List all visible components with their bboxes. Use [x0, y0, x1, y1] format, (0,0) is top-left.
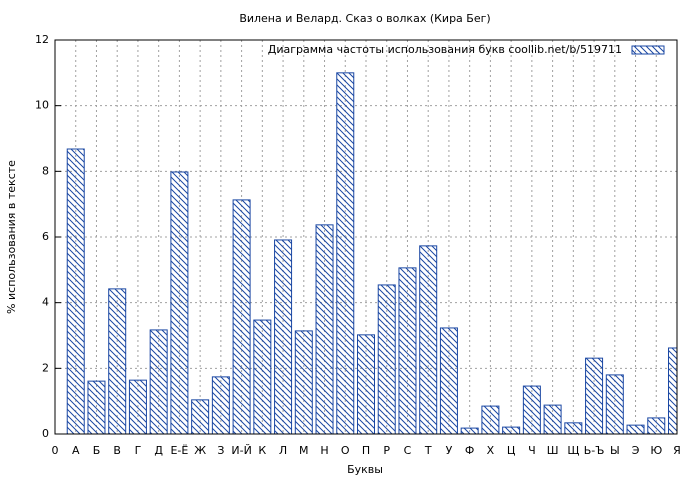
bar	[87, 380, 106, 434]
x-tick-label: К	[258, 444, 266, 457]
x-tick-label: Щ	[567, 444, 579, 457]
legend: Диаграмма частоты использования букв coo…	[268, 43, 665, 56]
bars	[66, 72, 677, 434]
x-tick-label: Ы	[610, 444, 620, 457]
y-tick-label: 0	[42, 427, 49, 440]
bar	[274, 239, 293, 434]
y-tick-label: 10	[35, 99, 49, 112]
bar	[294, 330, 313, 434]
y-axis-label: % использования в тексте	[5, 160, 18, 314]
x-tick-label: Г	[135, 444, 142, 457]
bar	[66, 148, 85, 434]
bar	[336, 72, 355, 434]
y-tick-label: 6	[42, 230, 49, 243]
x-tick-label: И-Й	[231, 444, 251, 457]
bar	[191, 399, 210, 434]
x-tick-label: Ю	[650, 444, 662, 457]
bar	[253, 319, 272, 434]
bar	[356, 334, 376, 434]
bar	[128, 379, 147, 434]
x-tick-label: 0	[52, 444, 59, 457]
x-tick-label: Р	[383, 444, 390, 457]
y-tick-label: 4	[42, 296, 49, 309]
x-tick-label: З	[217, 444, 224, 457]
bar	[315, 224, 334, 434]
bar	[232, 199, 251, 434]
bar	[502, 426, 521, 434]
x-tick-label: Х	[487, 444, 495, 457]
bar	[377, 284, 396, 434]
x-tick-label: Ф	[465, 444, 474, 457]
bar	[605, 374, 624, 434]
x-tick-label: Э	[632, 444, 640, 457]
bar	[522, 385, 541, 434]
x-tick-label: Ь-Ъ	[584, 444, 605, 457]
bar	[460, 427, 479, 434]
bar	[564, 422, 583, 434]
y-tick-label: 2	[42, 361, 49, 374]
bar	[149, 329, 168, 434]
x-tick-label: Ш	[547, 444, 559, 457]
x-tick-label: Я	[673, 444, 681, 457]
legend-label: Диаграмма частоты использования букв coo…	[268, 43, 622, 56]
x-tick-label: С	[404, 444, 412, 457]
x-tick-label: Т	[424, 444, 432, 457]
x-tick-label: Ж	[194, 444, 206, 457]
x-axis-label: Буквы	[347, 463, 383, 476]
bar	[108, 288, 127, 434]
bar	[439, 327, 458, 434]
x-tick-label: Ц	[507, 444, 516, 457]
bar	[170, 171, 189, 434]
bar	[481, 405, 500, 434]
x-tick-label: У	[446, 444, 453, 457]
x-tick-label: М	[299, 444, 309, 457]
chart-title: Вилена и Велард. Сказ о волках (Кира Бег…	[239, 12, 490, 25]
bar	[585, 357, 604, 434]
y-tick-label: 12	[35, 33, 49, 46]
bar	[398, 267, 417, 434]
x-tick-label: Д	[154, 444, 163, 457]
bar	[626, 424, 645, 434]
bar	[647, 417, 666, 434]
legend-swatch	[631, 45, 665, 55]
x-tick-label: Б	[93, 444, 101, 457]
x-tick-label: Л	[279, 444, 287, 457]
y-tick-label: 8	[42, 164, 49, 177]
x-tick-label: В	[113, 444, 121, 457]
bar	[543, 404, 562, 434]
x-tick-label: Е-Ё	[170, 444, 188, 457]
bar	[211, 376, 230, 434]
bar	[419, 245, 438, 434]
x-tick-label: Ч	[528, 444, 536, 457]
x-tick-label: О	[341, 444, 350, 457]
x-tick-label: А	[72, 444, 80, 457]
x-tick-label: Н	[320, 444, 328, 457]
x-tick-label: П	[362, 444, 370, 457]
